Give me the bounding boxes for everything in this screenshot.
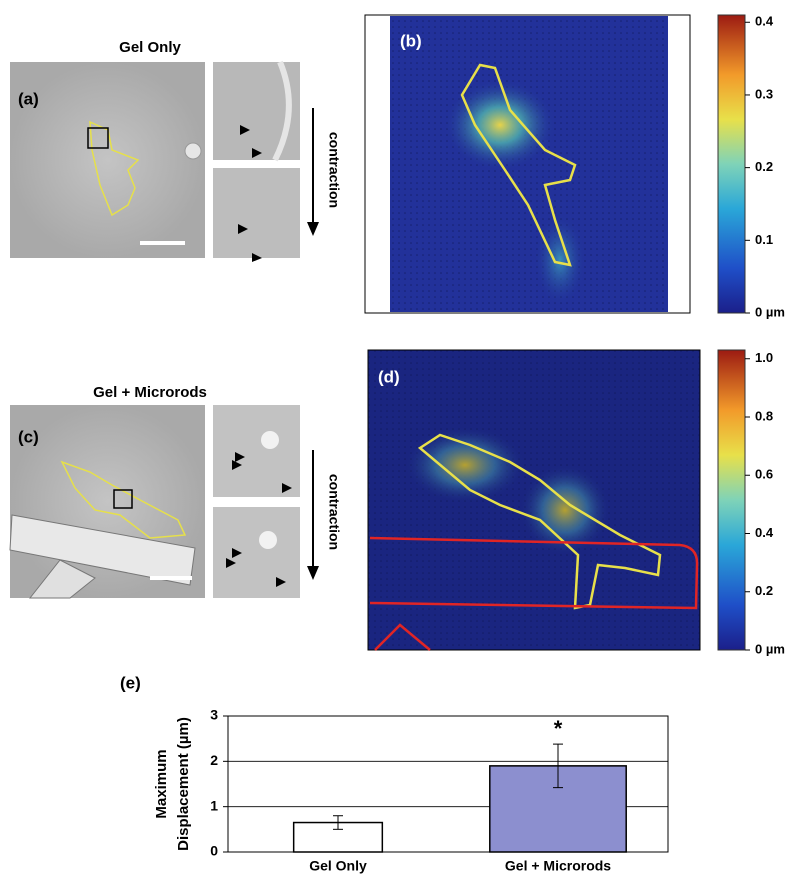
colorbar-tick-label: 0.4 <box>755 14 774 29</box>
marker <box>232 460 242 470</box>
y-tick-label: 3 <box>210 707 218 723</box>
inset-feature <box>259 531 277 549</box>
marker <box>252 148 262 158</box>
colorbar-tick-label: 0.1 <box>755 232 773 247</box>
marker <box>238 224 248 234</box>
panel-label: (a) <box>18 89 39 108</box>
heatmap-hotspot <box>405 427 525 503</box>
colorbar-tick-label: 0.2 <box>755 583 773 598</box>
zoom-box <box>87 127 109 149</box>
panel-label: (d) <box>378 367 400 386</box>
micrograph-feature <box>184 142 202 160</box>
cell-outline <box>460 63 577 267</box>
marker <box>240 125 250 135</box>
marker <box>232 548 242 558</box>
micrograph <box>10 62 205 258</box>
cell-outline <box>60 460 187 539</box>
colorbar-tick-label: 0.8 <box>755 408 773 423</box>
significance-label: * <box>554 716 563 741</box>
panel-title: Gel + Microrods <box>93 384 207 401</box>
colorbar-tick-label: 0.4 <box>755 525 774 540</box>
inset <box>213 507 300 598</box>
colorbar-axis: 0 µm 0.2 0.4 0.6 0.8 1.0 <box>745 350 785 656</box>
y-axis-label: Maximum <box>153 749 170 818</box>
x-tick-label: Gel + Microrods <box>505 858 611 874</box>
marker <box>235 452 245 462</box>
inset <box>213 405 300 497</box>
panel-label: (c) <box>18 427 39 446</box>
heatmap-mesh <box>390 16 668 312</box>
microrod-outline <box>369 536 699 610</box>
inset-feature <box>261 431 279 449</box>
heatmap-hotspot <box>535 215 585 305</box>
y-tick-label: 2 <box>210 752 218 768</box>
heatmap-hotspot <box>445 80 555 170</box>
y-tick-label: 0 <box>210 843 218 859</box>
y-axis-label: Displacement (µm) <box>175 717 192 851</box>
marker <box>282 483 292 493</box>
bar-chart: 0 1 2 3 Maximum Displacement (µm) Gel Only Gel … <box>153 707 669 874</box>
colorbar-tick-label: 0.3 <box>755 86 773 101</box>
microrod <box>28 559 96 599</box>
marker <box>226 558 236 568</box>
arrow-head <box>307 222 319 236</box>
microrod-outline <box>374 623 431 651</box>
panel-title: Gel Only <box>119 39 181 56</box>
colorbar-tick-label: 0 µm <box>755 304 785 319</box>
colorbar-tick-label: 0.2 <box>755 159 773 174</box>
inset-feature <box>272 60 292 162</box>
colorbar <box>717 349 746 651</box>
colorbar-axis: 0 µm 0.1 0.2 0.3 0.4 <box>745 14 785 319</box>
cell-outline <box>417 433 662 610</box>
arrow-label: contraction <box>326 474 342 550</box>
arrow-label: contraction <box>326 132 342 208</box>
cell-outline <box>89 120 140 217</box>
marker <box>252 253 262 262</box>
y-tick-label: 1 <box>210 797 218 813</box>
zoom-box <box>113 489 133 509</box>
marker <box>276 577 286 587</box>
colorbar <box>717 14 746 314</box>
panel-label: (e) <box>120 673 141 692</box>
heatmap-hotspot <box>520 465 610 555</box>
colorbar-tick-label: 0.6 <box>755 467 773 482</box>
inset <box>213 168 300 258</box>
colorbar-tick-label: 0 µm <box>755 641 785 656</box>
colorbar-tick-label: 1.0 <box>755 350 773 365</box>
arrow-head <box>307 566 319 580</box>
panel-label: (b) <box>400 31 422 50</box>
microrod <box>9 514 196 586</box>
x-tick-label: Gel Only <box>309 858 367 874</box>
